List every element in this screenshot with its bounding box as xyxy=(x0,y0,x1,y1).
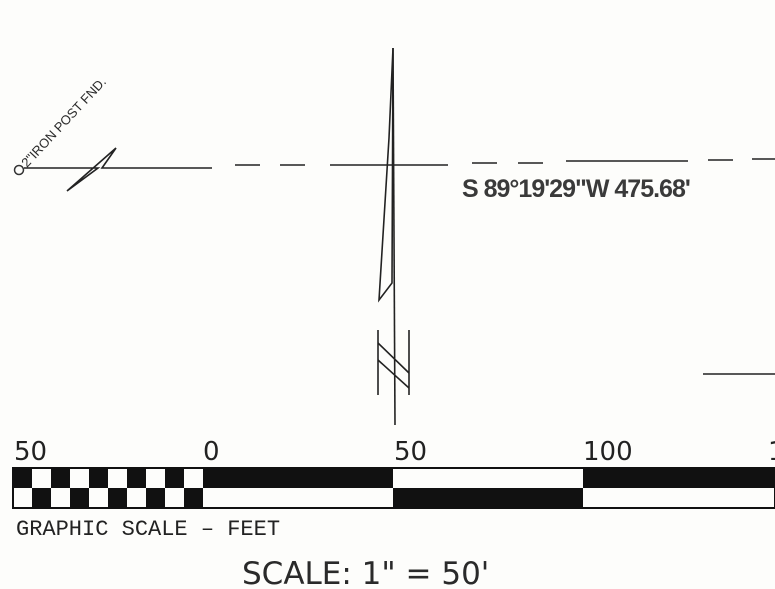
iron-post-symbol xyxy=(13,164,25,176)
scale-tick-label: 100 xyxy=(583,437,633,467)
scale-bar-segments xyxy=(203,468,775,508)
graphic-scale-bar xyxy=(12,467,775,509)
scale-tick-label: 50 xyxy=(394,437,427,467)
monument-label: 2"IRON POST FND. xyxy=(18,74,109,170)
graphic-scale-caption: GRAPHIC SCALE – FEET xyxy=(16,517,280,542)
scale-note: SCALE: 1" = 50' xyxy=(242,556,489,589)
north-arrow xyxy=(377,47,410,426)
dashed-boundary-line xyxy=(235,158,775,166)
scale-bar-checker xyxy=(13,468,203,508)
scale-tick-label: 1 xyxy=(768,437,775,467)
scale-tick-label: 0 xyxy=(203,437,220,467)
property-line-break xyxy=(24,147,212,192)
bearing-distance-label: S 89°19'29"W 475.68' xyxy=(462,175,690,203)
scale-tick-label: 50 xyxy=(14,437,47,467)
